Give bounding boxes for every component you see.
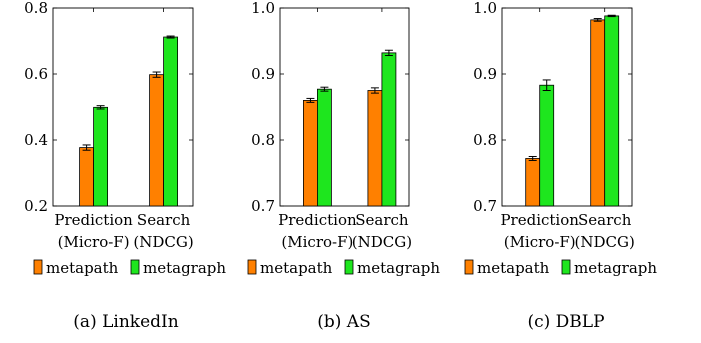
legend-label-metapath: metapath [477, 259, 550, 277]
bar-metapath [590, 19, 606, 207]
bar-metagraph [539, 84, 555, 207]
y-tick-label: 0.2 [24, 197, 48, 215]
y-tick-label: 0.8 [473, 131, 497, 149]
legend-label-metagraph: metagraph [357, 259, 440, 277]
legend-swatch-metapath [247, 259, 257, 275]
x-tick-label: Prediction [54, 211, 133, 229]
legend-label-metapath: metapath [260, 259, 333, 277]
legend-swatch-metagraph [344, 259, 354, 275]
bar-metagraph [381, 52, 397, 207]
y-tick-label: 0.7 [251, 197, 275, 215]
bar-metapath [367, 90, 383, 207]
bar-metagraph [163, 36, 179, 207]
legend-swatch-metagraph [130, 259, 140, 275]
y-tick-label: 1.0 [251, 0, 275, 17]
x-tick-label: Prediction [278, 211, 357, 229]
y-tick-label: 0.8 [24, 0, 48, 17]
bar-metagraph [604, 15, 620, 207]
chart-panel-3: 0.7 0.8 0.9 1.0 Prediction (Micro-F)Search (ND… [464, 0, 657, 332]
axes-frame [279, 7, 410, 207]
x-tick-label: Prediction [500, 211, 579, 229]
axes-frame [501, 7, 633, 207]
bar-metagraph [317, 88, 332, 207]
y-tick-label: 0.8 [251, 131, 275, 149]
y-tick-label: 0.9 [251, 65, 275, 83]
x-tick-label: (Micro-F) [58, 233, 130, 251]
chart-caption: (c) DBLP [527, 312, 604, 332]
legend-label-metagraph: metagraph [143, 259, 226, 277]
x-tick-label: (Micro-F) [281, 233, 353, 251]
legend-label-metapath: metapath [46, 259, 119, 277]
legend-swatch-metagraph [561, 259, 571, 275]
chart-caption: (a) LinkedIn [73, 312, 178, 332]
bar-metagraph [93, 106, 108, 207]
x-tick-label: (Micro-F) [504, 233, 576, 251]
y-tick-label: 0.7 [473, 197, 497, 215]
chart-panel-2: 0.7 0.8 0.9 1.0 Prediction (Micro-F)Search (ND… [247, 0, 440, 332]
legend-swatch-metapath [464, 259, 474, 275]
x-tick-label: (NDCG) [133, 233, 193, 251]
y-tick-label: 1.0 [473, 0, 497, 17]
x-tick-label: (NDCG) [352, 233, 412, 251]
bar-metapath [525, 158, 541, 207]
x-tick-label: Search [578, 211, 632, 229]
chart-panel-1: 0.2 0.4 0.6 0.8 Prediction (Micro-F) Search (ND… [24, 0, 226, 332]
y-tick-label: 0.6 [24, 65, 48, 83]
axes-frame [52, 7, 194, 207]
legend-label-metagraph: metagraph [574, 259, 657, 277]
chart-caption: (b) AS [317, 312, 370, 332]
x-tick-label: Search [137, 211, 191, 229]
bar-metapath [303, 100, 318, 207]
bar-metapath [79, 147, 94, 207]
x-tick-label: Search [355, 211, 409, 229]
legend-swatch-metapath [33, 259, 43, 275]
x-tick-label: (NDCG) [575, 233, 635, 251]
y-tick-label: 0.9 [473, 65, 497, 83]
y-tick-label: 0.4 [24, 131, 48, 149]
bar-metapath [149, 74, 165, 207]
